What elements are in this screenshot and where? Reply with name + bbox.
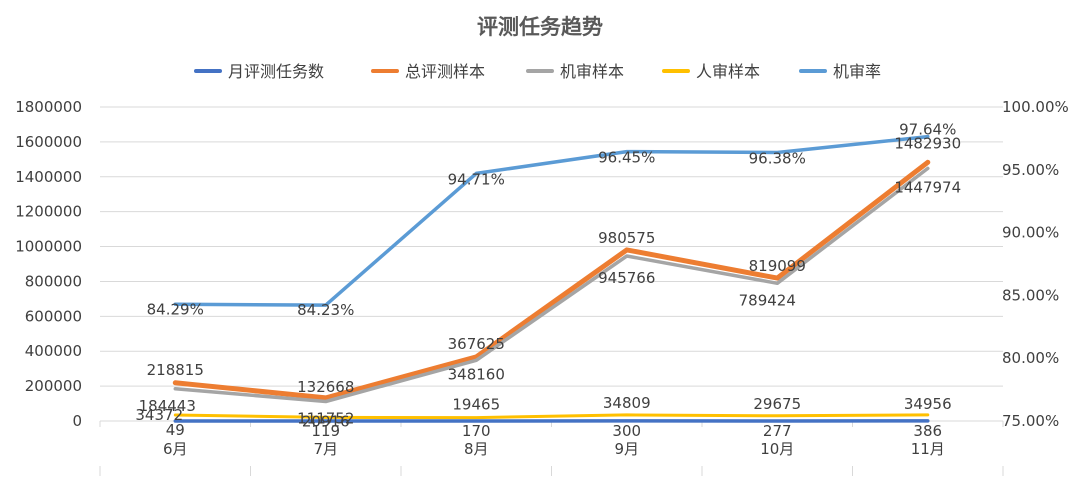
data-label-series4-0: 84.29% [147, 300, 204, 318]
data-label-series4-4: 96.38% [749, 149, 806, 167]
data-label-series2-4: 789424 [739, 291, 796, 309]
data-label-series4-3: 96.45% [598, 149, 655, 167]
legend-label: 机审率 [833, 62, 881, 81]
y-axis-left: 0 200000 400000 600000 800000 1000000 1200000 1… [15, 98, 82, 430]
y-tick-label: 1400000 [15, 168, 82, 186]
data-label-series3-2: 19465 [452, 396, 500, 414]
series-line-3 [175, 415, 928, 418]
x-tick-label: 11月 [911, 440, 945, 458]
legend-item-2: 机审样本 [528, 62, 624, 81]
legend-label: 机审样本 [560, 62, 624, 81]
series-line-4 [175, 137, 928, 306]
y-tick-label: 600000 [25, 307, 82, 325]
y-tick-label: 1800000 [15, 98, 82, 116]
legend-item-1: 总评测样本 [373, 62, 485, 81]
data-label-series1-2: 367625 [448, 335, 505, 353]
legend-item-0: 月评测任务数 [196, 62, 324, 81]
data-label-series1-0: 218815 [147, 361, 204, 379]
data-label-series3-5: 34956 [904, 395, 952, 413]
x-axis: 6月 7月 8月 9月 10月 11月 [100, 421, 1003, 476]
y2-tick-label: 85.00% [1002, 286, 1059, 304]
y-tick-label: 0 [72, 412, 82, 430]
series-lines [175, 137, 928, 421]
data-label-series0-2: 170 [462, 422, 491, 440]
y-tick-label: 1200000 [15, 203, 82, 221]
legend-label: 人审样本 [696, 62, 760, 81]
data-label-series4-1: 84.23% [297, 301, 354, 319]
data-label-series3-4: 29675 [753, 395, 801, 413]
data-label-series3-3: 34809 [603, 394, 651, 412]
y-tick-label: 1600000 [15, 133, 82, 151]
y-tick-label: 800000 [25, 272, 82, 290]
series-line-2 [175, 168, 928, 401]
y2-tick-label: 80.00% [1002, 349, 1059, 367]
x-tick-label: 6月 [163, 440, 188, 458]
data-label-series2-2: 348160 [448, 365, 505, 383]
data-label-series0-3: 300 [612, 422, 641, 440]
data-label-series1-3: 980575 [598, 229, 655, 247]
x-tick-label: 8月 [464, 440, 489, 458]
data-label-series3-0: 34372 [135, 406, 183, 424]
data-label-series0-4: 277 [763, 422, 792, 440]
chart-title: 评测任务趋势 [477, 15, 603, 39]
x-tick-label: 9月 [614, 440, 639, 458]
legend: 月评测任务数 总评测样本 机审样本 人审样本 机审率 [196, 62, 881, 81]
gridlines [100, 107, 1003, 421]
y2-tick-label: 75.00% [1002, 412, 1059, 430]
x-tick-label: 10月 [760, 440, 794, 458]
y2-tick-label: 100.00% [1002, 98, 1069, 116]
data-label-series4-2: 94.71% [448, 170, 505, 188]
data-label-series1-4: 819099 [749, 257, 806, 275]
y-tick-label: 400000 [25, 342, 82, 360]
y-tick-label: 1000000 [15, 238, 82, 256]
data-label-series2-5: 1447974 [894, 178, 961, 196]
y-tick-label: 200000 [25, 377, 82, 395]
y2-tick-label: 90.00% [1002, 224, 1059, 242]
legend-item-4: 机审率 [801, 62, 881, 81]
y-axis-right: 75.00% 80.00% 85.00% 90.00% 95.00% 100.00% [1002, 98, 1069, 430]
legend-item-3: 人审样本 [664, 62, 760, 81]
legend-label: 月评测任务数 [228, 62, 324, 81]
series-line-1 [175, 162, 928, 398]
data-label-series1-1: 132668 [297, 378, 354, 396]
data-label-series2-3: 945766 [598, 269, 655, 287]
data-label-series0-5: 386 [913, 422, 942, 440]
legend-label: 总评测样本 [405, 62, 485, 81]
data-label-series4-5: 97.64% [899, 121, 956, 139]
x-tick-label: 7月 [313, 440, 338, 458]
y2-tick-label: 95.00% [1002, 161, 1059, 179]
data-label-series3-1: 20916 [302, 412, 350, 430]
